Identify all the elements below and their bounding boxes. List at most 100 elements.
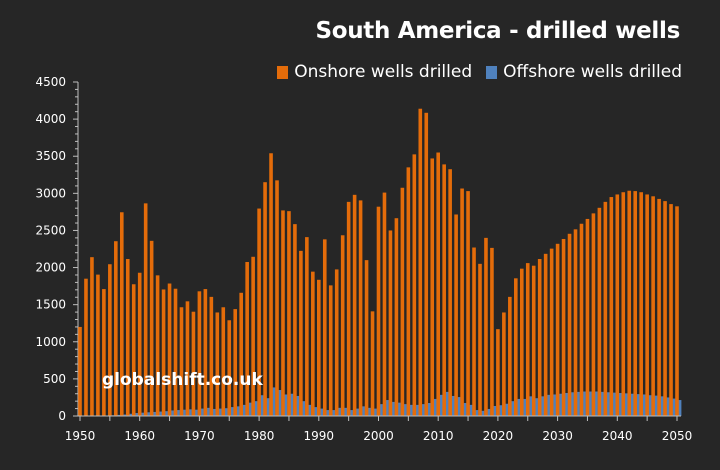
bar-offshore bbox=[468, 404, 473, 416]
bar-offshore bbox=[636, 394, 640, 416]
bar-onshore bbox=[496, 329, 500, 416]
bar-onshore bbox=[317, 279, 321, 416]
bar-onshore bbox=[263, 182, 267, 416]
bar-onshore bbox=[125, 259, 130, 416]
x-tick-label: 1980 bbox=[244, 429, 275, 443]
bar-offshore bbox=[606, 392, 610, 416]
bar-onshore bbox=[221, 307, 226, 416]
bar-onshore bbox=[394, 218, 399, 416]
bar-onshore bbox=[615, 194, 620, 416]
bar-onshore bbox=[621, 192, 626, 416]
bar-offshore bbox=[295, 395, 300, 416]
bar-onshore bbox=[609, 197, 614, 416]
x-tick-label: 2040 bbox=[602, 429, 633, 443]
y-tick-label: 1000 bbox=[35, 335, 66, 349]
bar-onshore bbox=[203, 289, 208, 416]
bar-offshore bbox=[307, 404, 312, 416]
bar-offshore bbox=[671, 398, 676, 416]
bar-onshore bbox=[466, 191, 470, 416]
bar-offshore bbox=[397, 402, 401, 416]
bar-onshore bbox=[657, 198, 661, 416]
bar-onshore bbox=[275, 180, 279, 416]
bar-onshore bbox=[430, 158, 435, 416]
bar-onshore bbox=[418, 108, 423, 416]
bar-onshore bbox=[269, 153, 273, 416]
bar-offshore bbox=[641, 394, 646, 416]
chart-title: South America - drilled wells bbox=[315, 18, 680, 44]
bar-onshore bbox=[197, 291, 202, 416]
bar-offshore bbox=[236, 406, 240, 416]
y-tick-label: 3000 bbox=[35, 186, 66, 200]
bar-offshore bbox=[659, 396, 664, 416]
bar-onshore bbox=[484, 237, 488, 416]
bar-offshore bbox=[630, 393, 634, 416]
bar-offshore bbox=[146, 412, 151, 416]
y-tick-label: 2000 bbox=[35, 261, 66, 275]
bar-onshore bbox=[579, 223, 584, 416]
bar-onshore bbox=[454, 214, 458, 416]
bar-offshore bbox=[540, 396, 545, 416]
bar-onshore bbox=[543, 253, 548, 416]
x-tick-label: 2010 bbox=[423, 429, 454, 443]
x-tick-label: 1950 bbox=[65, 429, 96, 443]
bar-onshore bbox=[639, 192, 643, 416]
bar-onshore bbox=[173, 288, 178, 416]
bar-offshore bbox=[373, 408, 377, 416]
bar-onshore bbox=[502, 312, 506, 416]
bar-onshore bbox=[412, 154, 417, 416]
bar-onshore bbox=[191, 311, 196, 416]
bar-onshore bbox=[340, 235, 345, 416]
legend-swatch-offshore bbox=[486, 65, 498, 79]
bar-onshore bbox=[155, 275, 160, 416]
bar-onshore bbox=[675, 206, 679, 416]
bar-offshore bbox=[271, 387, 276, 416]
bar-onshore bbox=[346, 201, 351, 416]
bar-offshore bbox=[677, 400, 682, 416]
bar-onshore bbox=[555, 243, 560, 416]
x-tick-label: 1970 bbox=[184, 429, 215, 443]
bar-onshore bbox=[352, 194, 357, 416]
bar-offshore bbox=[158, 411, 163, 416]
bar-onshore bbox=[591, 213, 596, 416]
bar-onshore bbox=[519, 268, 524, 416]
bar-offshore bbox=[522, 398, 527, 416]
bar-offshore bbox=[444, 391, 449, 416]
bar-onshore bbox=[114, 241, 118, 416]
legend-label-onshore: Onshore wells drilled bbox=[294, 62, 473, 82]
bar-offshore bbox=[128, 413, 133, 416]
bar-offshore bbox=[403, 404, 407, 416]
bar-offshore bbox=[253, 401, 258, 416]
bar-offshore bbox=[570, 392, 574, 416]
watermark: globalshift.co.uk bbox=[102, 370, 263, 390]
x-tick-label: 1990 bbox=[304, 429, 335, 443]
bar-offshore bbox=[164, 411, 168, 416]
bar-onshore bbox=[603, 201, 608, 416]
bar-offshore bbox=[647, 395, 652, 416]
bar-offshore bbox=[480, 410, 485, 416]
bar-onshore bbox=[669, 204, 673, 416]
bar-onshore bbox=[472, 247, 476, 416]
bar-onshore bbox=[311, 271, 315, 416]
bar-onshore bbox=[567, 233, 572, 416]
bar-offshore bbox=[546, 394, 551, 416]
bar-offshore bbox=[576, 391, 580, 416]
bar-onshore bbox=[585, 218, 590, 416]
bar-onshore bbox=[424, 112, 429, 417]
bar-onshore bbox=[102, 289, 106, 416]
bar-onshore bbox=[460, 188, 464, 416]
bar-offshore bbox=[212, 408, 216, 416]
bar-onshore bbox=[478, 263, 482, 416]
bar-offshore bbox=[385, 400, 389, 416]
bar-onshore bbox=[167, 283, 172, 416]
bar-onshore bbox=[287, 211, 291, 416]
bar-onshore bbox=[334, 269, 339, 416]
bar-offshore bbox=[337, 407, 342, 416]
bar-offshore bbox=[176, 410, 180, 416]
bar-onshore bbox=[573, 229, 578, 416]
bar-offshore bbox=[409, 404, 413, 416]
bar-offshore bbox=[355, 408, 360, 416]
bar-onshore bbox=[531, 265, 536, 416]
bar-offshore bbox=[391, 401, 395, 416]
bar-onshore bbox=[663, 201, 667, 416]
